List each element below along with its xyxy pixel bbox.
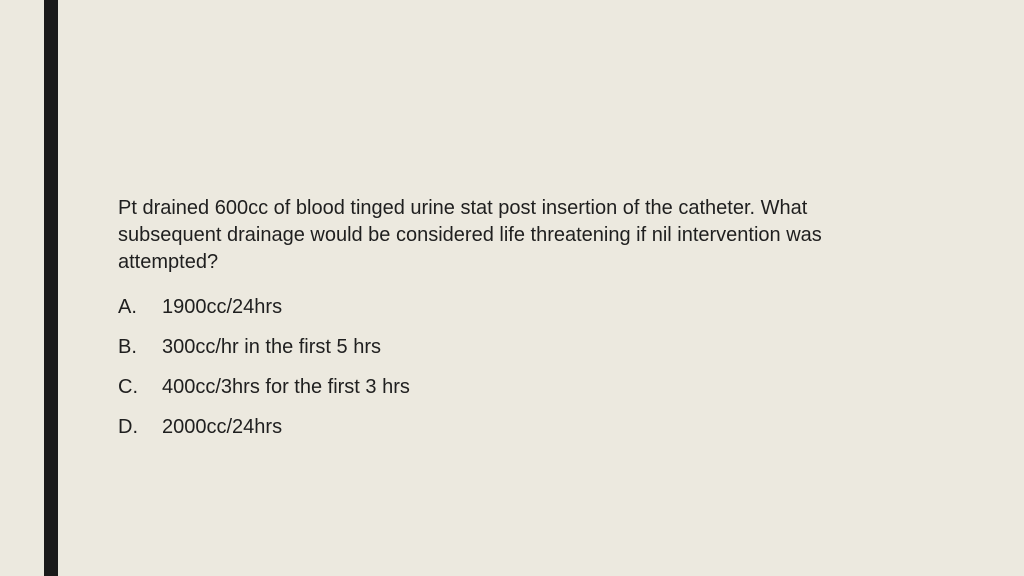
option-text: 400cc/3hrs for the first 3 hrs — [162, 374, 888, 400]
option-letter: B. — [118, 334, 162, 360]
option-b: B. 300cc/hr in the first 5 hrs — [118, 334, 888, 360]
option-text: 300cc/hr in the first 5 hrs — [162, 334, 888, 360]
slide-content: Pt drained 600cc of blood tinged urine s… — [118, 195, 888, 454]
question-text: Pt drained 600cc of blood tinged urine s… — [118, 195, 888, 276]
option-letter: D. — [118, 414, 162, 440]
option-c: C. 400cc/3hrs for the first 3 hrs — [118, 374, 888, 400]
options-list: A. 1900cc/24hrs B. 300cc/hr in the first… — [118, 294, 888, 440]
option-text: 2000cc/24hrs — [162, 414, 888, 440]
option-d: D. 2000cc/24hrs — [118, 414, 888, 440]
accent-bar — [44, 0, 58, 576]
option-a: A. 1900cc/24hrs — [118, 294, 888, 320]
option-text: 1900cc/24hrs — [162, 294, 888, 320]
option-letter: A. — [118, 294, 162, 320]
option-letter: C. — [118, 374, 162, 400]
